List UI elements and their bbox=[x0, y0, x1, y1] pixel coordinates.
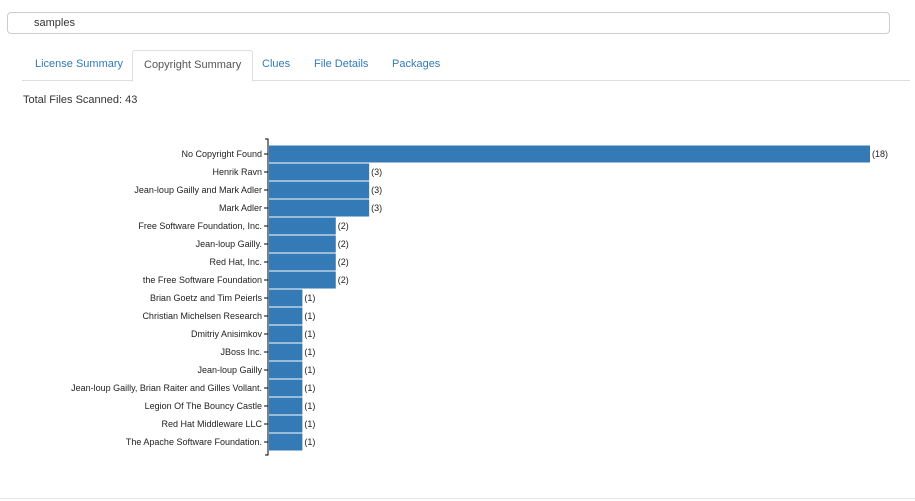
total-files-scanned: Total Files Scanned: 43 bbox=[23, 94, 138, 106]
category-label: Jean-loup Gailly. bbox=[196, 239, 262, 249]
bar[interactable] bbox=[269, 361, 303, 379]
category-label: Christian Michelsen Research bbox=[142, 311, 262, 321]
bar[interactable] bbox=[269, 145, 870, 163]
y-axis bbox=[265, 138, 269, 456]
bar[interactable] bbox=[269, 379, 303, 397]
category-label: Free Software Foundation, Inc. bbox=[138, 221, 262, 231]
category-label: Jean-loup Gailly bbox=[197, 365, 262, 375]
value-label: (2) bbox=[338, 221, 349, 231]
value-label: (2) bbox=[338, 275, 349, 285]
value-label: (3) bbox=[371, 167, 382, 177]
value-label: (1) bbox=[304, 419, 315, 429]
value-label: (1) bbox=[304, 311, 315, 321]
bar[interactable] bbox=[269, 163, 370, 181]
value-label: (3) bbox=[371, 185, 382, 195]
value-label: (2) bbox=[338, 239, 349, 249]
search-input[interactable]: samples bbox=[7, 12, 890, 34]
category-label: Red Hat, Inc. bbox=[209, 257, 262, 267]
value-label: (1) bbox=[304, 383, 315, 393]
bar[interactable] bbox=[269, 217, 336, 235]
category-label: Legion Of The Bouncy Castle bbox=[145, 401, 262, 411]
bar[interactable] bbox=[269, 253, 336, 271]
value-label: (1) bbox=[304, 329, 315, 339]
bar[interactable] bbox=[269, 433, 303, 451]
bar[interactable] bbox=[269, 181, 370, 199]
tab-file-details[interactable]: File Details bbox=[314, 58, 369, 70]
tab-license-summary[interactable]: License Summary bbox=[35, 58, 124, 70]
category-label: Dmitriy Anisimkov bbox=[191, 329, 263, 339]
value-label: (1) bbox=[304, 437, 315, 447]
bar[interactable] bbox=[269, 325, 303, 343]
value-label: (3) bbox=[371, 203, 382, 213]
category-label: Jean-loup Gailly, Brian Raiter and Gille… bbox=[71, 383, 262, 393]
value-label: (1) bbox=[304, 347, 315, 357]
copyright-bar-chart: No Copyright Found (18) Henrik Ravn (3) Jean… bbox=[71, 138, 888, 456]
footer-divider bbox=[0, 498, 915, 499]
value-label: (1) bbox=[304, 293, 315, 303]
bar[interactable] bbox=[269, 289, 303, 307]
category-label: the Free Software Foundation bbox=[143, 275, 262, 285]
category-label: Red Hat Middleware LLC bbox=[161, 419, 262, 429]
bar[interactable] bbox=[269, 235, 336, 253]
category-label: The Apache Software Foundation. bbox=[126, 437, 262, 447]
value-label: (2) bbox=[338, 257, 349, 267]
bar[interactable] bbox=[269, 415, 303, 433]
category-label: Jean-loup Gailly and Mark Adler bbox=[134, 185, 262, 195]
tab-clues[interactable]: Clues bbox=[262, 58, 291, 70]
category-label: JBoss Inc. bbox=[220, 347, 262, 357]
category-label: Mark Adler bbox=[219, 203, 262, 213]
bar[interactable] bbox=[269, 307, 303, 325]
bar[interactable] bbox=[269, 343, 303, 361]
value-label: (18) bbox=[872, 149, 888, 159]
tab-bar: License Summary Copyright Summary Clues … bbox=[22, 50, 910, 82]
category-label: Brian Goetz and Tim Peierls bbox=[150, 293, 263, 303]
value-label: (1) bbox=[304, 401, 315, 411]
bar[interactable] bbox=[269, 199, 370, 217]
bar[interactable] bbox=[269, 271, 336, 289]
tab-copyright-summary[interactable]: Copyright Summary bbox=[132, 50, 254, 82]
category-label: Henrik Ravn bbox=[212, 167, 262, 177]
bar[interactable] bbox=[269, 397, 303, 415]
tab-packages[interactable]: Packages bbox=[392, 58, 441, 70]
value-label: (1) bbox=[304, 365, 315, 375]
category-label: No Copyright Found bbox=[181, 149, 262, 159]
